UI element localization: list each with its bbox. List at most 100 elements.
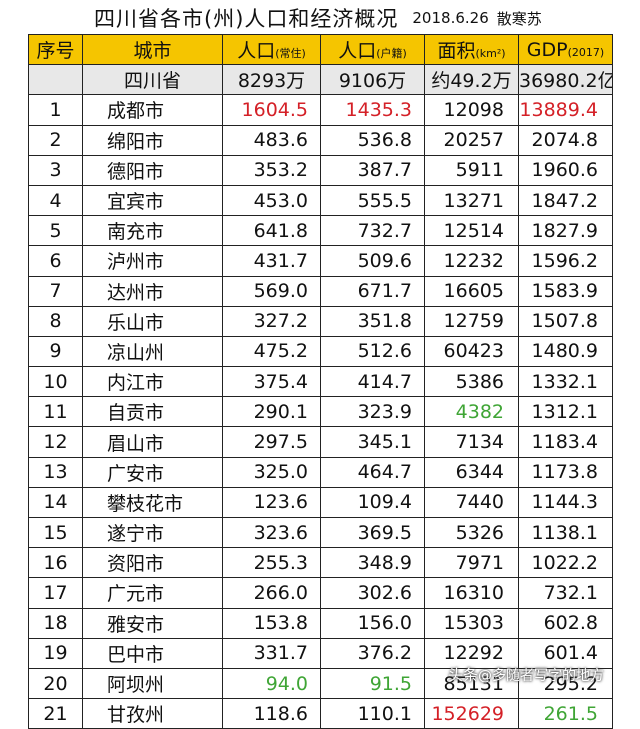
header-pop-registered-note: (户籍) — [376, 47, 407, 61]
header-gdp: GDP(2017) — [518, 33, 613, 66]
row-area: 60423 — [424, 335, 519, 368]
row-pop-registered: 348.9 — [320, 547, 425, 579]
row-index: 9 — [28, 335, 83, 368]
row-index: 5 — [28, 215, 83, 247]
table-row: 14 攀枝花市 123.6 109.4 7440 1144.3 — [28, 486, 613, 519]
row-index: 19 — [28, 637, 83, 669]
row-city: 资阳市 — [82, 547, 223, 579]
row-pop-resident: 375.4 — [222, 366, 321, 398]
row-city: 攀枝花市 — [82, 486, 223, 519]
row-pop-resident: 475.2 — [222, 335, 321, 368]
row-index: 21 — [28, 698, 83, 729]
row-index: 8 — [28, 305, 83, 337]
table-row: 8 乐山市 327.2 351.8 12759 1507.8 — [28, 305, 613, 337]
row-gdp: 732.1 — [518, 577, 613, 609]
row-city: 泸州市 — [82, 245, 223, 277]
header-area-note: (km²) — [475, 47, 506, 61]
header-gdp-label: GDP — [526, 38, 568, 61]
row-pop-resident: 569.0 — [222, 275, 321, 307]
page-title: 四川省各市(州)人口和经济概况 — [94, 7, 399, 31]
row-city: 广元市 — [82, 577, 223, 609]
row-gdp: 2074.8 — [518, 124, 613, 156]
summary-pop-registered: 9106万 — [320, 64, 425, 96]
row-pop-registered: 351.8 — [320, 305, 425, 337]
table-row: 9 凉山州 475.2 512.6 60423 1480.9 — [28, 335, 613, 368]
row-area: 12759 — [424, 305, 519, 337]
row-index: 1 — [28, 94, 83, 126]
row-pop-resident: 290.1 — [222, 396, 321, 428]
row-area: 152629 — [424, 698, 519, 729]
row-gdp: 1332.1 — [518, 366, 613, 398]
row-gdp: 1507.8 — [518, 305, 613, 337]
table-row: 16 资阳市 255.3 348.9 7971 1022.2 — [28, 547, 613, 579]
header-area-label: 面积 — [437, 40, 476, 63]
row-index: 6 — [28, 245, 83, 277]
header-index: 序号 — [28, 33, 83, 66]
row-city: 眉山市 — [82, 426, 223, 458]
row-pop-registered: 671.7 — [320, 275, 425, 307]
row-pop-resident: 353.2 — [222, 154, 321, 186]
table-row: 15 遂宁市 323.6 369.5 5326 1138.1 — [28, 516, 613, 549]
row-area: 12514 — [424, 215, 519, 247]
title-author: 散寒苏 — [496, 9, 542, 28]
row-area: 12098 — [424, 94, 519, 126]
row-gdp: 1138.1 — [518, 516, 613, 549]
row-gdp: 295.2 — [518, 667, 613, 700]
table-row: 20 阿坝州 94.0 91.5 85131 295.2 — [28, 667, 613, 700]
row-gdp: 601.4 — [518, 637, 613, 669]
row-gdp: 1583.9 — [518, 275, 613, 307]
row-pop-registered: 387.7 — [320, 154, 425, 186]
row-index: 16 — [28, 547, 83, 579]
header-pop-resident: 人口(常住) — [222, 33, 321, 66]
row-pop-registered: 109.4 — [320, 486, 425, 519]
header-pop-resident-label: 人口 — [237, 40, 276, 63]
row-index: 10 — [28, 366, 83, 398]
table-row: 13 广安市 325.0 464.7 6344 1173.8 — [28, 456, 613, 488]
table-row: 6 泸州市 431.7 509.6 12232 1596.2 — [28, 245, 613, 277]
row-area: 5326 — [424, 516, 519, 549]
row-gdp: 1144.3 — [518, 486, 613, 519]
row-area: 13271 — [424, 184, 519, 217]
watermark-handle: @多随者写字的地方 — [478, 668, 605, 684]
row-pop-resident: 453.0 — [222, 184, 321, 217]
table-row: 11 自贡市 290.1 323.9 4382 1312.1 — [28, 396, 613, 428]
row-gdp: 261.5 — [518, 698, 613, 729]
summary-row: 四川省 8293万 9106万 约49.2万 36980.2亿 — [28, 64, 613, 96]
row-gdp: 1173.8 — [518, 456, 613, 488]
row-index: 7 — [28, 275, 83, 307]
table-row: 17 广元市 266.0 302.6 16310 732.1 — [28, 577, 613, 609]
row-index: 17 — [28, 577, 83, 609]
header-gdp-note: (2017) — [567, 45, 605, 59]
row-pop-registered: 509.6 — [320, 245, 425, 277]
row-pop-resident: 118.6 — [222, 698, 321, 729]
table-row: 1 成都市 1604.5 1435.3 12098 13889.4 — [28, 94, 613, 126]
row-pop-registered: 369.5 — [320, 516, 425, 549]
row-pop-registered: 414.7 — [320, 366, 425, 398]
table-row: 2 绵阳市 483.6 536.8 20257 2074.8 — [28, 124, 613, 156]
table-row: 21 甘孜州 118.6 110.1 152629 261.5 — [28, 698, 613, 729]
row-pop-resident: 1604.5 — [222, 94, 321, 126]
watermark-source: 头条 — [448, 666, 479, 684]
row-gdp: 1022.2 — [518, 547, 613, 579]
row-city: 德阳市 — [82, 154, 223, 186]
row-area: 15303 — [424, 607, 519, 639]
row-pop-registered: 345.1 — [320, 426, 425, 458]
row-pop-resident: 323.6 — [222, 516, 321, 549]
row-city: 广安市 — [82, 456, 223, 488]
row-index: 15 — [28, 516, 83, 549]
table-row: 5 南充市 641.8 732.7 12514 1827.9 — [28, 215, 613, 247]
row-city: 自贡市 — [82, 396, 223, 428]
row-pop-registered: 1435.3 — [320, 94, 425, 126]
row-index: 13 — [28, 456, 83, 488]
summary-pop-resident: 8293万 — [222, 64, 321, 96]
watermark: 头条@多随者写字的地方 — [448, 664, 604, 685]
row-index: 12 — [28, 426, 83, 458]
row-city: 内江市 — [82, 366, 223, 398]
row-city: 雅安市 — [82, 607, 223, 639]
row-city: 乐山市 — [82, 305, 223, 337]
summary-name: 四川省 — [82, 64, 223, 96]
row-area: 16310 — [424, 577, 519, 609]
row-area: 85131 — [424, 667, 519, 700]
header-city: 城市 — [82, 33, 223, 66]
row-gdp: 1847.2 — [518, 184, 613, 217]
